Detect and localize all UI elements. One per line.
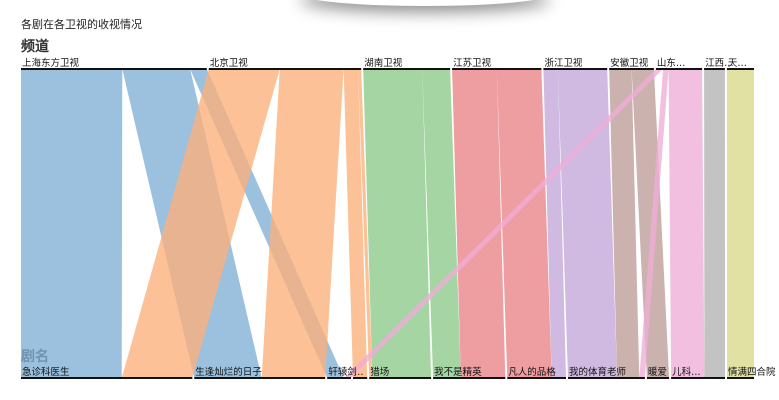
drama-label-生逢灿烂的日子: 生逢灿烂的日子 [195, 366, 262, 378]
ribbon-北京卫视-急诊科医生[interactable] [121, 69, 280, 378]
ribbon-北京卫视-生逢灿烂的日子[interactable] [261, 69, 344, 378]
ribbon-浙江卫视-我的体育老师[interactable] [557, 69, 618, 378]
channel-label-浙江卫视: 浙江卫视 [544, 57, 583, 69]
drama-label-急诊科医生: 急诊科医生 [22, 366, 70, 378]
channel-label-上海东方卫视: 上海东方卫视 [22, 57, 80, 69]
ribbon-北京卫视-外科风云[interactable] [343, 69, 368, 378]
ribbon-湖南卫视-我不是精英[interactable] [422, 69, 461, 378]
drama-label-凡人的品格: 凡人的品格 [508, 366, 556, 378]
ribbon-浙江卫视-凡人的品格[interactable] [543, 69, 566, 378]
ribbon-山东卫视-轩辕剑[interactable] [343, 69, 664, 378]
channel-label-江西卫视: 江西… [705, 58, 734, 69]
drama-label-我不是精英: 我不是精英 [434, 366, 482, 378]
ribbon-江西卫视-儿科医生[interactable] [704, 69, 725, 378]
channel-label-湖南卫视: 湖南卫视 [364, 57, 403, 69]
drama-label-暖爱: 暖爱 [648, 366, 667, 378]
ribbon-山东卫视-我的体育老师[interactable] [639, 69, 669, 378]
ribbon-江苏卫视-我不是精英[interactable] [452, 69, 506, 378]
channel-label-北京卫视: 北京卫视 [210, 57, 249, 69]
ribbon-山东卫视-儿科医生[interactable] [668, 69, 705, 378]
ribbon-江苏卫视-凡人的品格[interactable] [496, 69, 552, 378]
drama-label-猎场: 猎场 [370, 366, 389, 378]
channel-label-山东卫视: 山东… [657, 57, 686, 69]
ribbon-北京卫视-猎场[interactable] [358, 69, 373, 378]
drama-label-我的体育老师: 我的体育老师 [569, 366, 626, 378]
drama-label-外科风云: … [354, 367, 364, 378]
drama-label-轩辕剑: 轩辕剑 [328, 366, 357, 378]
drama-label-情满四合院: 情满四合院 [728, 366, 776, 378]
ribbon-上海东方卫视-急诊科医生[interactable] [21, 69, 123, 378]
ribbon-安徽卫视-我的体育老师[interactable] [609, 69, 640, 378]
ribbon-天津卫视-情满四合院[interactable] [726, 69, 754, 378]
chart-title: 各剧在各卫视的收视情况 [21, 18, 142, 31]
drama-label-儿科医生: 儿科… [672, 366, 701, 378]
ribbon-湖南卫视-猎场[interactable] [363, 69, 432, 378]
top-axis-name: 频道 [21, 39, 49, 55]
channel-label-安徽卫视: 安徽卫视 [610, 57, 649, 69]
channel-label-天津卫视: 天… [728, 58, 747, 69]
top-shadow [300, 0, 550, 6]
ribbon-安徽卫视-暖爱[interactable] [631, 69, 670, 378]
channel-label-江苏卫视: 江苏卫视 [453, 57, 492, 69]
